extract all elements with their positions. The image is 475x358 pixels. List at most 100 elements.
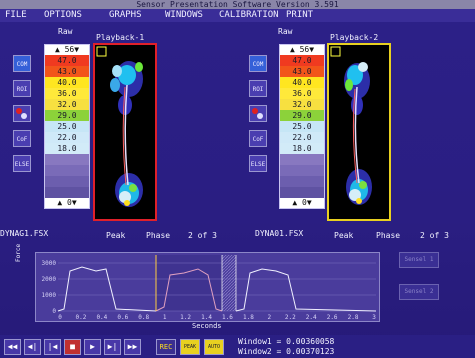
cof-button-right[interactable]: CoF bbox=[249, 130, 267, 147]
window1-readout: Window1 = 0.00360058 bbox=[238, 337, 335, 346]
x-tick-label: 0.2 bbox=[76, 314, 87, 321]
frame-count-left: 2 of 3 bbox=[188, 231, 217, 240]
scale-bottom-value[interactable]: ▲ 0▼ bbox=[45, 198, 89, 208]
force-graph-plot: 3000 2000 1000 0 0 0.2 0.4 0.6 0.8 1 1.2 1.4 1.6 1.8… bbox=[36, 253, 379, 321]
auto-button[interactable]: AUTO bbox=[204, 339, 224, 355]
toolbar-right: COM ROI CoF ELSE bbox=[249, 55, 267, 172]
x-tick-label: 2.2 bbox=[285, 314, 296, 321]
draw-tool-icon bbox=[252, 108, 263, 119]
file-label-left: DYNAG1.FSX bbox=[0, 229, 49, 238]
scale-cell: 25.0 bbox=[280, 121, 324, 132]
window1-label: Window1 bbox=[238, 337, 272, 346]
scale-cell: 43.0 bbox=[280, 66, 324, 77]
window1-value: 0.00360058 bbox=[286, 337, 335, 346]
x-tick-label: 2.6 bbox=[327, 314, 338, 321]
raw-label-right: Raw bbox=[278, 27, 293, 36]
x-tick-label: 1.8 bbox=[243, 314, 254, 321]
scale-cell: 36.0 bbox=[280, 88, 324, 99]
roi-button-right[interactable]: ROI bbox=[249, 80, 267, 97]
scale-cell bbox=[280, 165, 324, 176]
scale-cell bbox=[280, 154, 324, 165]
peak-button[interactable]: PEAK bbox=[180, 339, 200, 355]
menu-windows[interactable]: WINDOWS bbox=[165, 10, 203, 20]
menu-bar: FILE OPTIONS GRAPHS WINDOWS CALIBRATION … bbox=[0, 9, 475, 22]
scale-cell: 18.0 bbox=[45, 143, 89, 154]
x-tick-label: 1.6 bbox=[222, 314, 233, 321]
scale-cell: 29.0 bbox=[280, 110, 324, 121]
com-button[interactable]: COM bbox=[13, 55, 31, 72]
scale-cell bbox=[45, 176, 89, 187]
x-tick-label: 1 bbox=[163, 314, 167, 321]
graph-y-title: Force bbox=[15, 243, 22, 262]
scale-top-value[interactable]: ▲ 56▼ bbox=[280, 45, 324, 55]
menu-calibration[interactable]: CALIBRATION bbox=[219, 10, 279, 20]
step-back-button[interactable]: |◀ bbox=[44, 339, 61, 355]
draw-tool-button[interactable] bbox=[13, 105, 31, 122]
x-tick-label: 0.6 bbox=[117, 314, 128, 321]
frame-count-right: 2 of 3 bbox=[420, 231, 449, 240]
window2-value: 0.00370123 bbox=[286, 347, 335, 356]
menu-options[interactable]: OPTIONS bbox=[44, 10, 82, 20]
y-tick-label: 1000 bbox=[42, 292, 57, 299]
force-graph[interactable]: 3000 2000 1000 0 0 0.2 0.4 0.6 0.8 1 1.2 1.4 1.6 1.8… bbox=[35, 252, 380, 322]
pressure-map-right bbox=[330, 46, 372, 205]
rec-button[interactable]: REC bbox=[156, 339, 176, 355]
play-button[interactable]: ▶ bbox=[84, 339, 101, 355]
menu-print[interactable]: PRINT bbox=[286, 10, 314, 20]
title-bar: Sensor Presentation Software Version 3.5… bbox=[0, 0, 475, 9]
step-back-end-button[interactable]: ◀| bbox=[24, 339, 41, 355]
scale-cell bbox=[45, 165, 89, 176]
y-tick-label: 0 bbox=[52, 308, 56, 315]
else-button-right[interactable]: ELSE bbox=[249, 155, 267, 172]
graph-x-title: Seconds bbox=[192, 322, 222, 330]
phase-label-right: Phase bbox=[376, 231, 401, 240]
scale-cell: 32.0 bbox=[45, 99, 89, 110]
roi-button[interactable]: ROI bbox=[13, 80, 31, 97]
color-scale-left: ▲ 56▼ 47.0 43.0 40.0 36.0 32.0 29.0 25.0 22.0 18… bbox=[44, 44, 90, 209]
scale-top-value[interactable]: ▲ 56▼ bbox=[45, 45, 89, 55]
x-tick-label: 0.8 bbox=[138, 314, 149, 321]
fast-forward-button[interactable]: ▶▶ bbox=[124, 339, 141, 355]
window2-readout: Window2 = 0.00370123 bbox=[238, 347, 335, 356]
else-button[interactable]: ELSE bbox=[13, 155, 31, 172]
scale-cell: 18.0 bbox=[280, 143, 324, 154]
playback-view-left[interactable] bbox=[93, 43, 157, 221]
raw-label-left: Raw bbox=[58, 27, 73, 36]
peak-label-right[interactable]: Peak bbox=[334, 231, 354, 240]
pressure-map-left bbox=[96, 46, 143, 207]
playback-title-right: Playback-2 bbox=[330, 33, 379, 42]
x-tick-label: 2 bbox=[268, 314, 272, 321]
scale-cell: 47.0 bbox=[280, 55, 324, 66]
x-tick-label: 2.8 bbox=[348, 314, 359, 321]
playback-title-left: Playback-1 bbox=[96, 33, 145, 42]
sensel2-button[interactable]: Sensel 2 bbox=[399, 284, 439, 300]
draw-tool-button-right[interactable] bbox=[249, 105, 267, 122]
step-forward-button[interactable]: ▶| bbox=[104, 339, 121, 355]
x-tick-label: 3 bbox=[372, 314, 376, 321]
rewind-button[interactable]: ◀◀ bbox=[4, 339, 21, 355]
peak-label-left[interactable]: Peak bbox=[106, 231, 126, 240]
scale-cell bbox=[45, 187, 89, 198]
x-tick-label: 1.2 bbox=[180, 314, 191, 321]
scale-bottom-value[interactable]: ▲ 0▼ bbox=[280, 198, 324, 208]
window2-label: Window2 bbox=[238, 347, 272, 356]
x-tick-label: 0.4 bbox=[96, 314, 107, 321]
x-tick-label: 0 bbox=[58, 314, 62, 321]
sensel1-button[interactable]: Sensel 1 bbox=[399, 252, 439, 268]
playback-view-right[interactable] bbox=[327, 43, 391, 221]
scale-cell: 22.0 bbox=[45, 132, 89, 143]
x-tick-label: 2.4 bbox=[306, 314, 317, 321]
scale-cell: 25.0 bbox=[45, 121, 89, 132]
menu-graphs[interactable]: GRAPHS bbox=[109, 10, 142, 20]
file-label-right: DYNA01.FSX bbox=[255, 229, 304, 238]
scale-cell: 40.0 bbox=[45, 77, 89, 88]
menu-file[interactable]: FILE bbox=[5, 10, 27, 20]
com-button-right[interactable]: COM bbox=[249, 55, 267, 72]
stop-button[interactable]: ■ bbox=[64, 339, 81, 355]
x-tick-label: 1.4 bbox=[201, 314, 212, 321]
scale-cell: 22.0 bbox=[280, 132, 324, 143]
color-scale-right: ▲ 56▼ 47.0 43.0 40.0 36.0 32.0 29.0 25.0 22.0 18… bbox=[279, 44, 325, 209]
control-bar: ◀◀ ◀| |◀ ■ ▶ ▶| ▶▶ REC PEAK AUTO Window1… bbox=[0, 335, 475, 358]
cof-button[interactable]: CoF bbox=[13, 130, 31, 147]
scale-cell: 40.0 bbox=[280, 77, 324, 88]
